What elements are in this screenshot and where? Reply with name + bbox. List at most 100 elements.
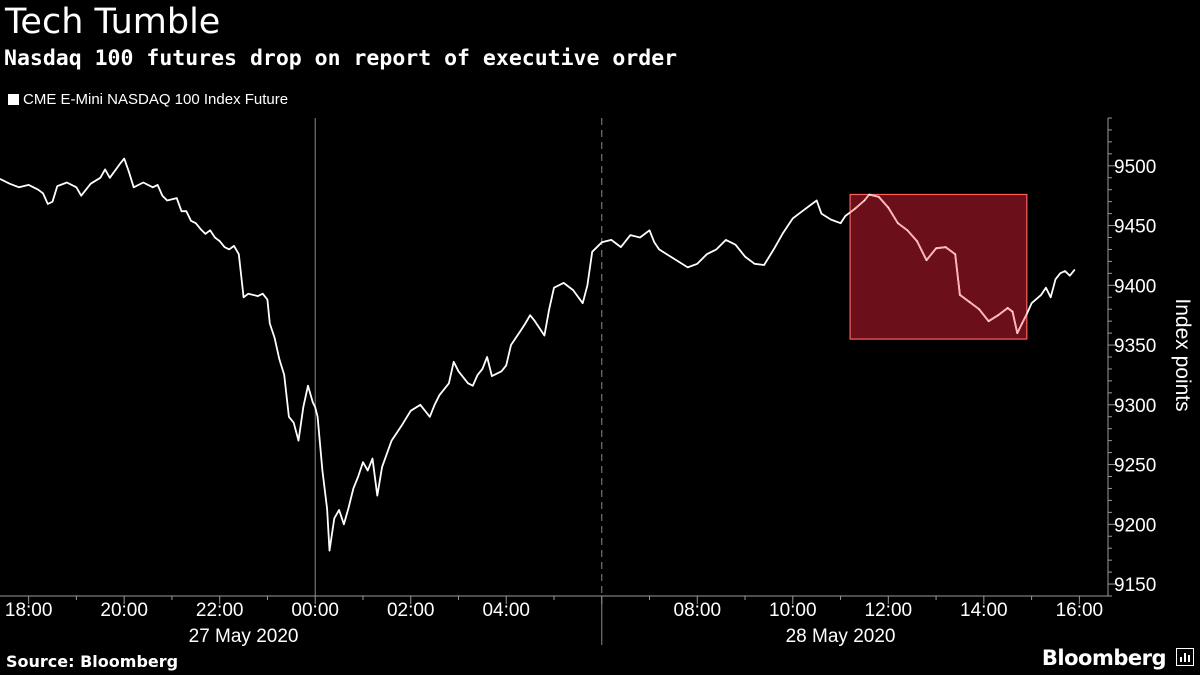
data-point	[128, 171, 130, 173]
data-point	[887, 207, 889, 209]
data-point	[152, 186, 154, 188]
data-point	[66, 181, 68, 184]
data-point	[897, 222, 899, 224]
data-point	[668, 254, 670, 257]
series-line-highlighted	[850, 194, 1027, 334]
data-point	[481, 368, 483, 370]
data-point	[763, 264, 765, 266]
data-point	[242, 296, 245, 298]
data-point	[367, 469, 369, 472]
data-point	[37, 189, 39, 191]
data-point	[99, 177, 101, 179]
data-point	[0, 178, 1, 180]
data-point	[371, 457, 374, 460]
data-point	[629, 234, 632, 236]
data-point	[988, 320, 990, 322]
data-point	[283, 374, 285, 376]
data-point	[534, 320, 536, 322]
data-point	[945, 246, 947, 248]
legend-label: CME E-Mini NASDAQ 100 Index Future	[23, 91, 289, 108]
data-point	[185, 210, 187, 212]
data-point	[510, 344, 512, 346]
x-tick-label: 18:00	[5, 600, 53, 621]
data-point	[118, 164, 120, 166]
data-point	[543, 334, 546, 337]
data-point	[653, 241, 655, 243]
data-point	[274, 337, 276, 339]
data-point	[199, 228, 202, 230]
data-point	[648, 229, 651, 231]
data-point	[935, 247, 937, 249]
data-point	[288, 416, 290, 418]
data-point	[925, 259, 928, 261]
data-point	[486, 356, 488, 358]
highlight-region	[849, 193, 1028, 340]
data-point	[792, 217, 794, 219]
data-point	[553, 287, 555, 289]
data-point	[591, 251, 593, 253]
data-point	[687, 266, 689, 268]
data-point	[677, 260, 679, 262]
data-point	[572, 289, 574, 291]
data-point	[820, 213, 823, 215]
data-point	[639, 236, 641, 239]
data-point	[773, 248, 775, 251]
x-tick-label: 08:00	[674, 600, 722, 621]
y-axis-label: Index points	[1171, 298, 1194, 411]
y-tick-label: 9300	[1114, 396, 1156, 417]
data-point	[1011, 310, 1014, 313]
data-point	[434, 404, 436, 406]
x-tick-label: 12:00	[865, 600, 913, 621]
data-point	[56, 185, 58, 187]
data-point	[190, 220, 192, 222]
data-point	[505, 364, 507, 366]
data-point	[1026, 313, 1028, 315]
data-point	[123, 158, 125, 160]
legend-swatch	[8, 94, 19, 105]
data-point	[906, 229, 909, 231]
data-point	[529, 314, 531, 316]
data-point	[381, 466, 383, 468]
data-point	[348, 506, 350, 509]
data-point	[811, 203, 813, 205]
data-point	[247, 293, 249, 295]
vertical-gridlines	[314, 118, 603, 596]
data-point	[47, 203, 49, 205]
y-axis: 9150 9200 9250 9300 9350 9400 9450 9500	[1107, 117, 1156, 597]
data-point	[307, 385, 309, 387]
data-point	[968, 301, 971, 303]
data-point	[18, 186, 20, 188]
data-point	[854, 208, 856, 210]
data-point	[453, 361, 455, 363]
x-tick-label: 20:00	[100, 600, 148, 621]
data-point	[312, 401, 314, 404]
data-point	[878, 196, 880, 198]
data-point	[706, 253, 708, 255]
data-point	[1064, 270, 1066, 272]
y-tick-label: 9150	[1114, 575, 1156, 596]
data-point	[228, 248, 230, 251]
data-point	[278, 358, 280, 360]
data-point	[362, 461, 364, 463]
data-point	[195, 222, 197, 224]
data-point	[391, 440, 393, 442]
data-point	[166, 199, 168, 202]
data-point	[1054, 278, 1057, 280]
data-point	[1016, 332, 1018, 334]
data-point	[734, 244, 737, 246]
data-point	[830, 218, 832, 221]
data-point	[180, 210, 183, 212]
data-point	[500, 370, 503, 372]
data-point	[161, 195, 163, 197]
data-point	[586, 284, 589, 286]
data-point	[1073, 269, 1076, 271]
data-point	[801, 210, 803, 212]
data-point	[257, 295, 259, 297]
data-point	[959, 294, 961, 296]
data-point	[314, 406, 316, 408]
data-point	[1021, 322, 1023, 325]
bloomberg-chart-icon	[1176, 648, 1194, 666]
data-point	[438, 394, 440, 396]
data-point	[297, 440, 300, 442]
